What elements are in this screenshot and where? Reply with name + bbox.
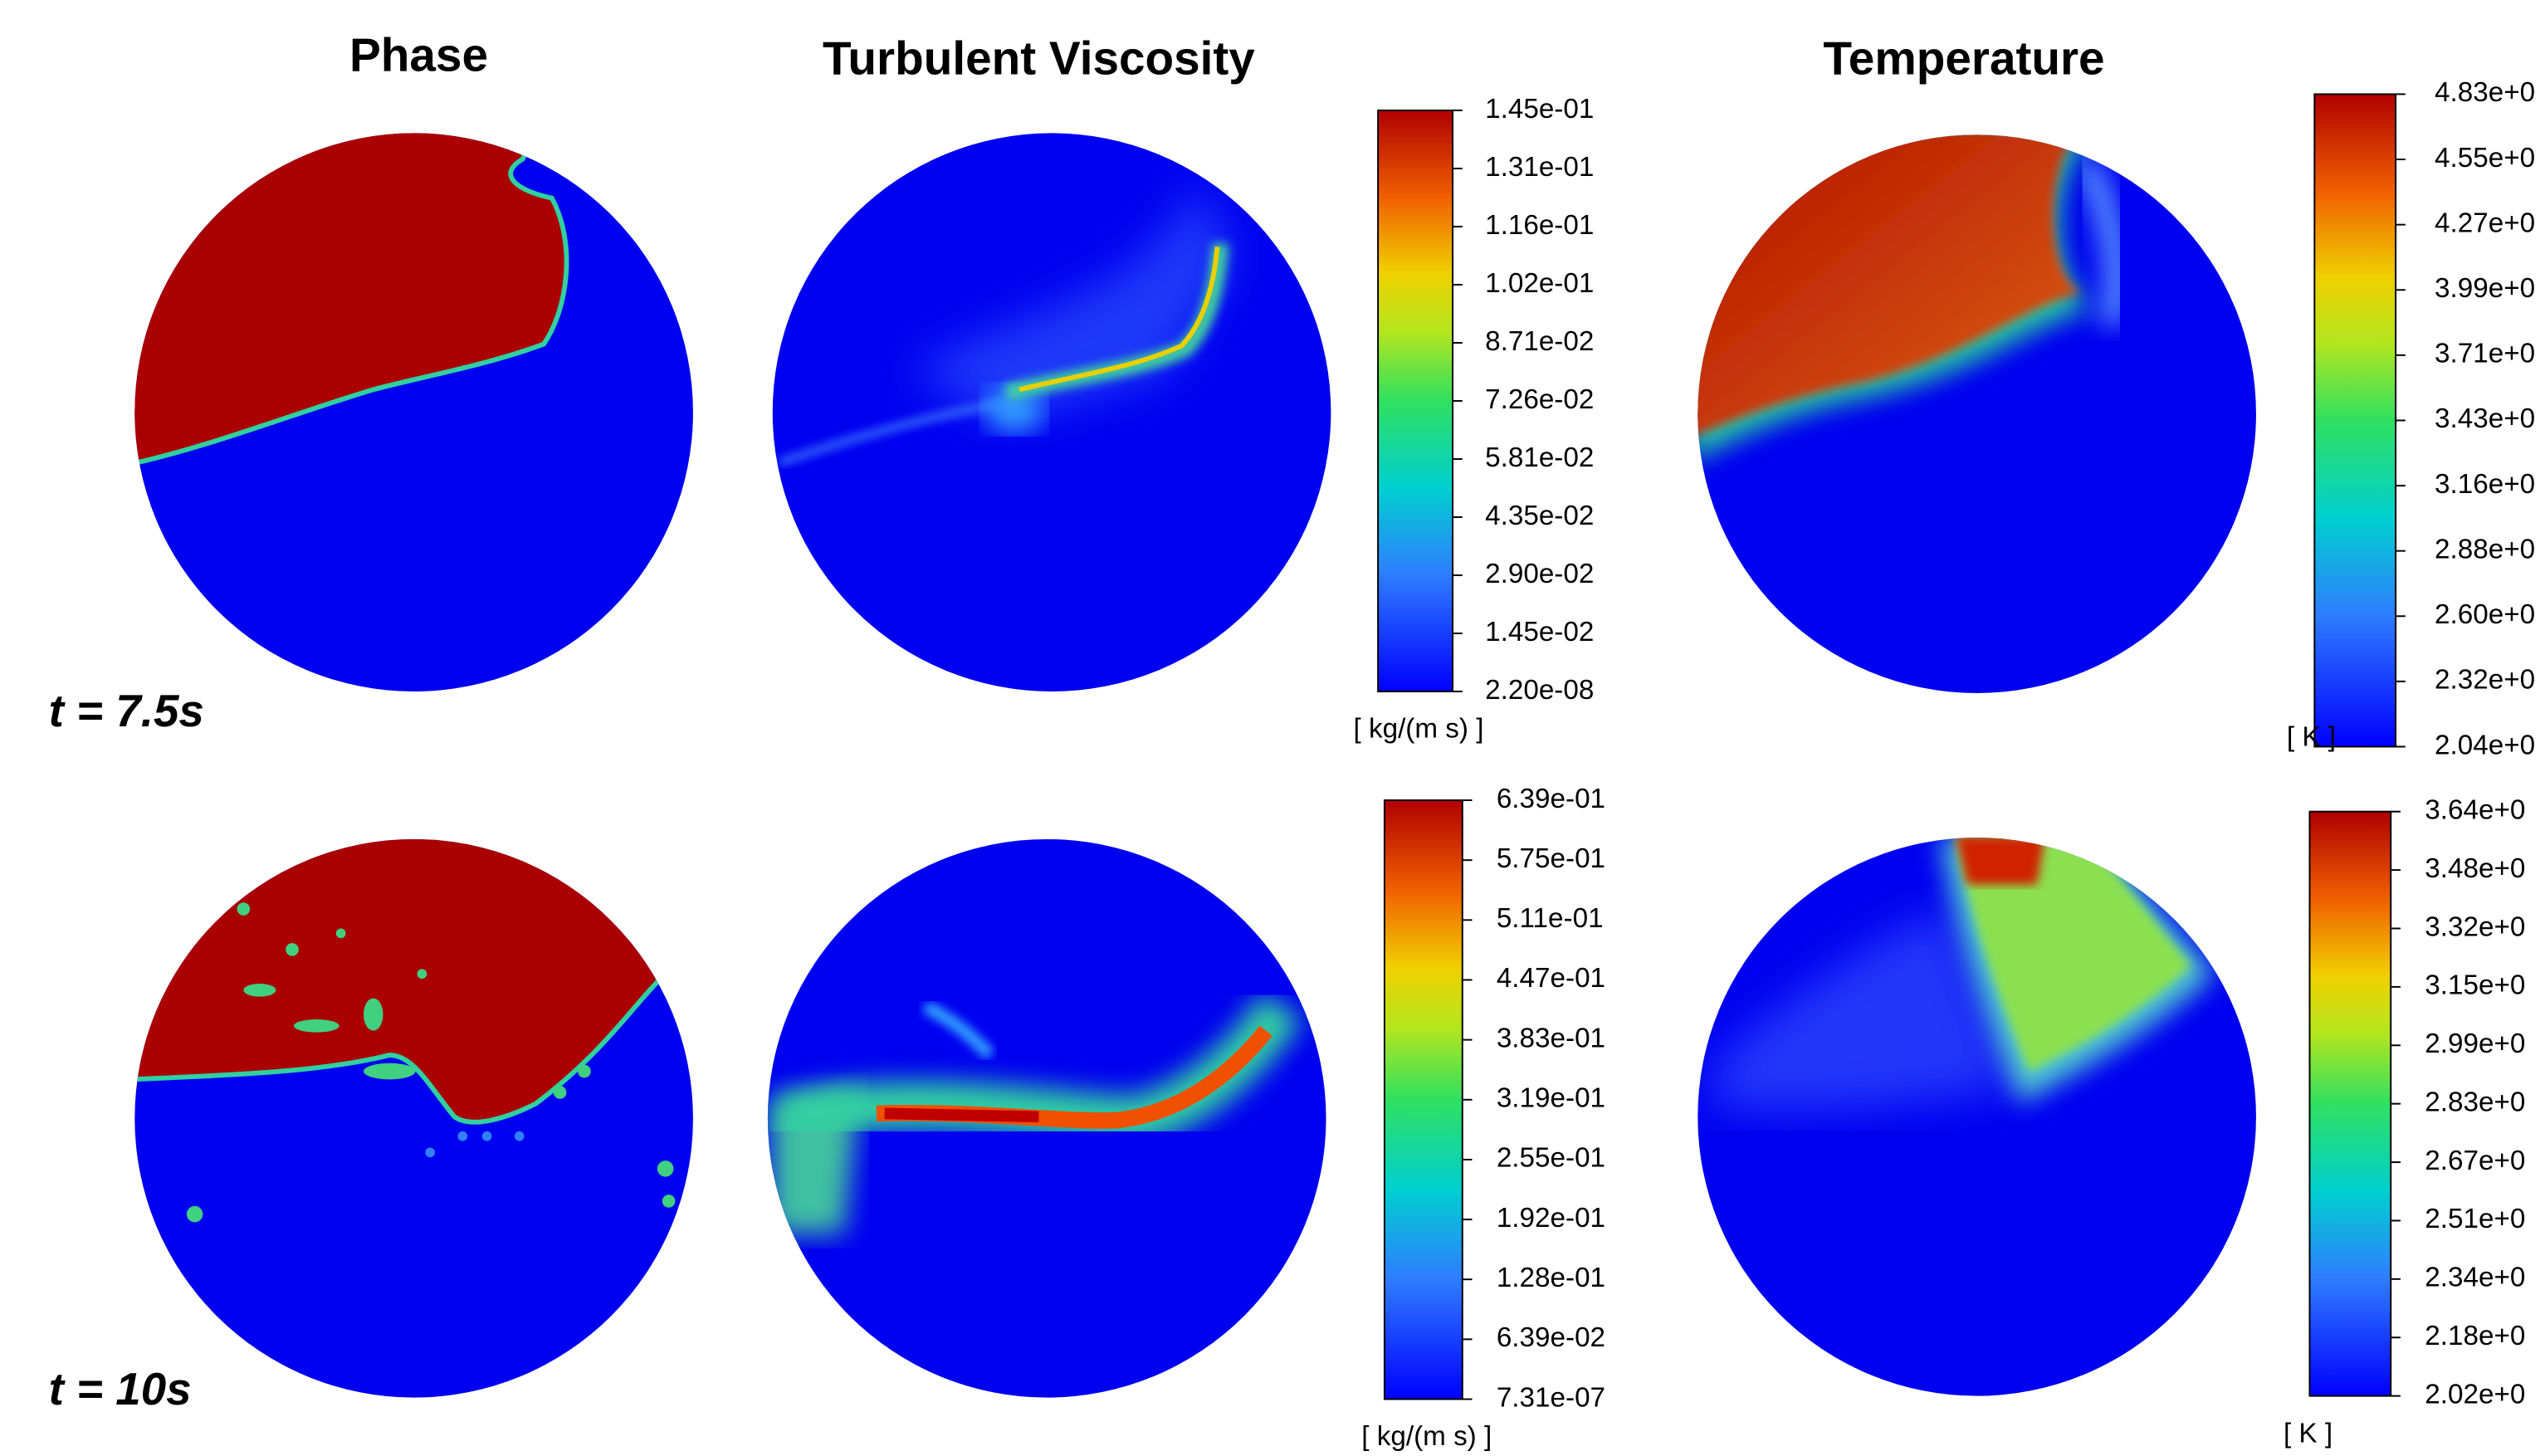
colorbar-tick-label: 2.51e+0	[2425, 1204, 2525, 1234]
colorbar-tick-label: 3.64e+0	[2425, 794, 2525, 825]
colorbar-tick-label: 3.19e-01	[1497, 1083, 1605, 1114]
colorbar-tick-label: 1.02e-01	[1485, 268, 1594, 299]
colorbar-tick-label: 3.32e+0	[2425, 911, 2525, 942]
colorbar-tick-label: 1.28e-01	[1497, 1263, 1605, 1293]
colorbar-tick-label: 2.20e-08	[1485, 675, 1594, 706]
colorbar-tick-label: 7.31e-07	[1497, 1382, 1605, 1413]
phase-contour-1	[134, 133, 693, 692]
time-label: t = 10s	[49, 1363, 192, 1414]
viscosity-contour-1	[772, 133, 1331, 692]
colorbar	[2308, 810, 2392, 1397]
colorbar-tick-label: 1.92e-01	[1497, 1203, 1605, 1234]
colorbar-tick-label: 1.45e-02	[1485, 617, 1594, 647]
colorbar-tick-label: 3.83e-01	[1497, 1023, 1605, 1053]
colorbar-tick-label: 2.60e+0	[2435, 599, 2535, 630]
temperature-contour-1	[1697, 134, 2256, 693]
colorbar-tick-label: 4.35e-02	[1485, 501, 1594, 531]
colorbar-tick-label: 4.55e+0	[2435, 143, 2535, 173]
colorbar-tick-label: 3.71e+0	[2435, 339, 2535, 369]
colorbar-tick-label: 5.11e-01	[1497, 903, 1604, 934]
colorbar-unit: [ K ]	[2287, 721, 2336, 752]
temperature-contour-2	[1697, 837, 2256, 1396]
colorbar-tick-label: 1.16e-01	[1485, 210, 1594, 241]
colorbar-tick-label: 2.32e+0	[2435, 665, 2535, 696]
colorbar-tick-label: 7.26e-02	[1485, 384, 1594, 415]
colorbar-tick-label: 2.67e+0	[2425, 1146, 2525, 1176]
colorbar-tick-label: 6.39e-02	[1497, 1322, 1605, 1353]
colorbar-tick-label: 3.16e+0	[2435, 469, 2535, 500]
colorbar-tick-label: 3.43e+0	[2435, 403, 2535, 434]
column-title: Temperature	[1823, 32, 2104, 85]
colorbar-tick-label: 1.45e-01	[1485, 94, 1594, 125]
colorbar-tick-label: 3.15e+0	[2425, 970, 2525, 1001]
colorbar-unit: [ kg/(m s) ]	[1354, 714, 1484, 745]
colorbar-tick-label: 6.39e-01	[1497, 784, 1605, 814]
colorbar	[1377, 110, 1454, 692]
colorbar-tick-label: 2.99e+0	[2425, 1028, 2525, 1059]
colorbar-tick-label: 5.75e-01	[1497, 843, 1605, 874]
colorbar-tick-label: 3.48e+0	[2425, 853, 2525, 884]
colorbar-tick-label: 2.02e+0	[2425, 1379, 2525, 1410]
colorbar-tick-label: 2.18e+0	[2425, 1321, 2525, 1351]
phase-droplets	[186, 902, 676, 1223]
viscosity-contour-2	[767, 838, 1326, 1398]
column-title: Phase	[349, 29, 488, 81]
colorbar-tick-label: 8.71e-02	[1485, 326, 1594, 357]
colorbar-tick-label: 4.47e-01	[1497, 963, 1605, 994]
time-label: t = 7.5s	[49, 685, 204, 736]
colorbar-unit: [ kg/(m s) ]	[1361, 1421, 1492, 1452]
colorbar-tick-label: 2.90e-02	[1485, 559, 1594, 589]
colorbar-tick-label: 1.31e-01	[1485, 152, 1594, 183]
phase-contour-2	[134, 838, 693, 1398]
colorbars: 1.45e-01 1.31e-01 1.16e-01 1.02e-01 8.71e-02…	[1354, 77, 2536, 1452]
colorbar-tick-label: 4.83e+0	[2435, 77, 2535, 108]
colorbar-tick-label: 2.83e+0	[2425, 1087, 2525, 1117]
colorbar-tick-label: 4.27e+0	[2435, 208, 2535, 238]
colorbar-tick-label: 2.55e-01	[1497, 1143, 1605, 1174]
colorbar-unit: [ K ]	[2284, 1418, 2333, 1449]
colorbar-tick-label: 3.99e+0	[2435, 273, 2535, 304]
column-title: Turbulent Viscosity	[823, 32, 1255, 85]
colorbar-tick-label: 2.04e+0	[2435, 730, 2535, 760]
colorbar-tick-label: 5.81e-02	[1485, 442, 1594, 473]
colorbar	[1383, 799, 1463, 1400]
colorbar-tick-label: 2.88e+0	[2435, 534, 2535, 564]
colorbar	[2313, 93, 2397, 748]
colorbar-tick-label: 2.34e+0	[2425, 1263, 2525, 1293]
